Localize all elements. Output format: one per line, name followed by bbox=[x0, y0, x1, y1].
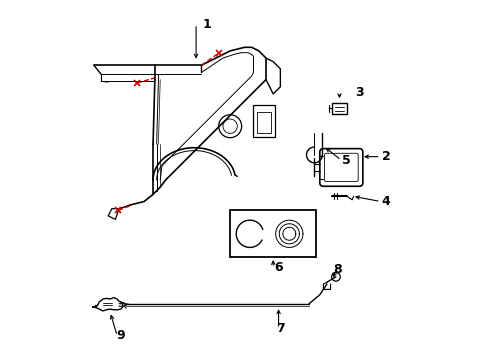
Text: 3: 3 bbox=[354, 86, 363, 99]
Text: 5: 5 bbox=[342, 154, 350, 167]
Text: 8: 8 bbox=[333, 263, 341, 276]
Text: 9: 9 bbox=[116, 329, 125, 342]
Text: 2: 2 bbox=[381, 150, 390, 163]
Text: 4: 4 bbox=[381, 195, 390, 208]
Bar bbox=[230, 211, 316, 257]
Text: 7: 7 bbox=[275, 322, 284, 335]
Text: 1: 1 bbox=[202, 18, 211, 31]
Bar bbox=[253, 105, 274, 137]
Text: 6: 6 bbox=[274, 261, 282, 274]
Bar bbox=[257, 112, 271, 134]
